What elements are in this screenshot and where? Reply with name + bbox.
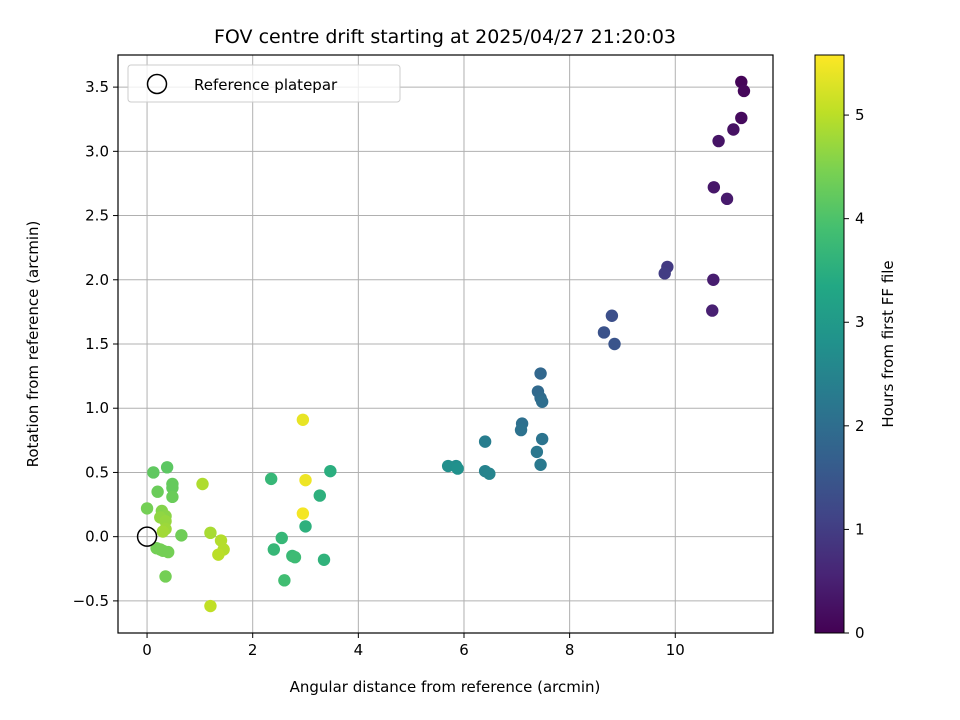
data-point (478, 435, 492, 448)
data-point (605, 309, 619, 322)
grid-lines (118, 55, 773, 633)
data-point (483, 467, 496, 480)
data-point (196, 477, 209, 491)
legend-label: Reference platepar (194, 76, 338, 94)
data-point (735, 111, 748, 125)
x-tick-label: 8 (565, 641, 575, 659)
data-point (160, 461, 174, 474)
data-point (707, 181, 721, 194)
legend: Reference platepar (127, 64, 401, 103)
x-tick-label: 4 (354, 641, 364, 659)
colorbar-label: Hours from first FF file (879, 260, 897, 427)
data-point (151, 485, 164, 498)
colorbar-frame (814, 54, 845, 634)
data-point (441, 459, 455, 473)
data-point (267, 543, 281, 556)
data-point (530, 445, 544, 459)
colorbar-gradient (815, 55, 844, 633)
x-tick-label: 6 (459, 641, 469, 659)
data-point (159, 570, 172, 583)
data-point (514, 423, 528, 437)
data-point (296, 507, 310, 520)
data-point (147, 466, 160, 479)
data-point (534, 367, 547, 380)
data-point (175, 529, 188, 542)
data-points (136, 75, 751, 613)
x-tick-label: 2 (248, 641, 258, 659)
x-axis-ticks: 0 2 4 6 8 10 (142, 633, 685, 659)
data-point (706, 304, 719, 317)
colorbar-ticks: 0 1 2 3 4 5 (844, 106, 865, 642)
x-tick-label: 10 (666, 641, 685, 659)
data-point (727, 123, 740, 136)
data-point (204, 526, 217, 540)
reference-platepar-marker (136, 526, 158, 547)
colorbar-tick-label: 5 (855, 106, 865, 124)
data-point (161, 545, 175, 559)
data-point (658, 267, 671, 280)
data-point (166, 481, 179, 495)
data-point (707, 273, 720, 286)
x-axis-label: Angular distance from reference (arcmin) (290, 678, 601, 696)
y-tick-label: 2.5 (85, 207, 109, 225)
data-point (299, 473, 312, 487)
data-point (166, 490, 179, 504)
y-tick-label: 2.0 (85, 271, 109, 289)
data-point (324, 464, 337, 478)
data-point (296, 413, 310, 426)
data-point (535, 395, 549, 408)
data-point (597, 326, 611, 339)
legend-marker (146, 73, 168, 95)
colorbar-tick-label: 4 (855, 210, 865, 228)
data-point (737, 84, 751, 98)
data-point (275, 531, 288, 545)
y-tick-label: 0.5 (85, 463, 109, 481)
y-tick-label: 1.5 (85, 335, 109, 353)
y-tick-label: 3.0 (85, 142, 109, 160)
data-point (299, 520, 312, 533)
data-point (720, 192, 734, 206)
data-point (608, 337, 621, 351)
legend-box (127, 64, 401, 103)
y-tick-label: −0.5 (73, 592, 109, 610)
y-tick-label: 3.5 (85, 78, 109, 96)
y-axis-ticks: −0.5 0.0 0.5 1.0 1.5 2.0 2.5 3.0 3.5 (73, 78, 118, 610)
colorbar-tick-label: 1 (855, 520, 865, 538)
data-point (451, 462, 464, 475)
data-point (140, 502, 154, 515)
data-point (288, 551, 302, 564)
colorbar-tick-label: 0 (855, 624, 865, 642)
colorbar-tick-label: 2 (855, 417, 865, 435)
colorbar: 0 1 2 3 4 5 Hours from first FF file (814, 54, 897, 642)
data-point (535, 432, 549, 446)
data-point (264, 472, 278, 486)
data-point (278, 574, 291, 587)
colorbar-tick-label: 3 (855, 313, 865, 331)
y-axis-label: Rotation from reference (arcmin) (24, 221, 42, 468)
data-point (712, 134, 725, 148)
data-point (156, 525, 170, 538)
chart-title: FOV centre drift starting at 2025/04/27 … (214, 26, 676, 48)
data-point (317, 553, 331, 566)
y-tick-label: 1.0 (85, 399, 109, 417)
data-point (313, 489, 326, 502)
data-point (212, 548, 225, 561)
x-tick-label: 0 (142, 641, 152, 659)
data-point (204, 599, 217, 613)
data-point (534, 458, 547, 471)
y-tick-label: 0.0 (85, 528, 109, 546)
